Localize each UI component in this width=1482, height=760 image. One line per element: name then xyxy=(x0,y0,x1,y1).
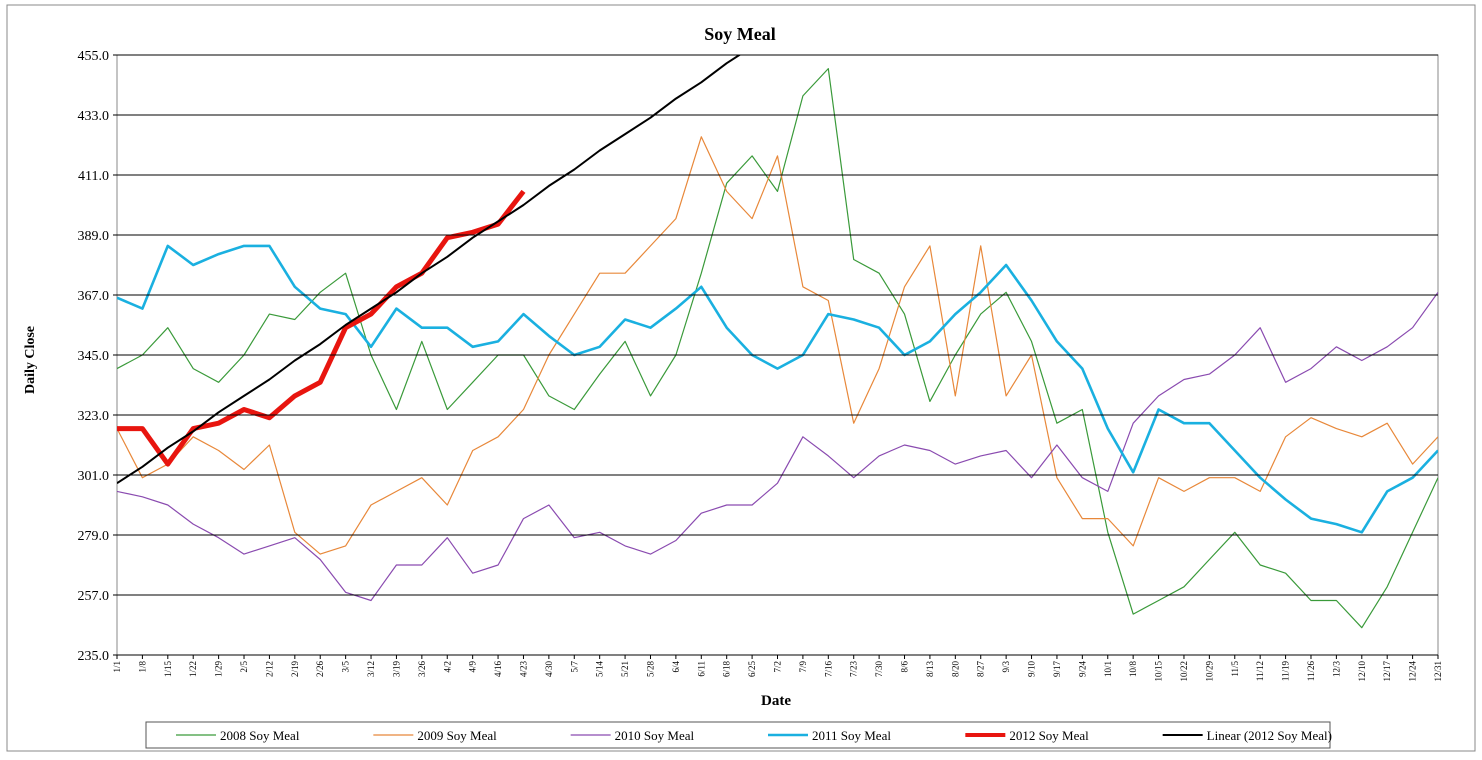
x-tick-label: 6/11 xyxy=(696,661,706,677)
x-tick-label: 10/8 xyxy=(1128,661,1138,678)
x-tick-label: 10/1 xyxy=(1103,661,1113,677)
x-tick-label: 1/8 xyxy=(137,661,147,673)
x-tick-label: 3/19 xyxy=(391,661,401,678)
x-tick-label: 8/6 xyxy=(900,661,910,673)
x-tick-label: 9/3 xyxy=(1001,661,1011,673)
x-tick-label: 5/21 xyxy=(620,661,630,677)
x-tick-label: 9/17 xyxy=(1052,661,1062,678)
series-line xyxy=(117,55,742,485)
chart-frame xyxy=(6,4,1476,752)
x-tick-label: 2/5 xyxy=(239,661,249,673)
x-tick-label: 4/30 xyxy=(544,661,554,678)
legend-label: 2011 Soy Meal xyxy=(812,728,891,743)
x-tick-label: 11/26 xyxy=(1306,661,1316,682)
y-tick-label: 323.0 xyxy=(78,409,110,424)
x-tick-label: 6/4 xyxy=(671,661,681,673)
x-tick-label: 4/9 xyxy=(468,661,478,673)
series-layer xyxy=(117,55,1438,629)
x-tick-label: 3/5 xyxy=(341,661,351,673)
series-line xyxy=(117,189,526,467)
x-tick-label: 8/20 xyxy=(950,661,960,678)
x-tick-label: 7/30 xyxy=(874,661,884,678)
y-tick-label: 455.0 xyxy=(78,49,110,64)
y-tick-label: 389.0 xyxy=(78,229,110,244)
x-tick-label: 6/18 xyxy=(722,661,732,678)
x-tick-label: 1/22 xyxy=(188,661,198,677)
x-tick-label: 1/15 xyxy=(163,661,173,678)
x-tick-label: 7/2 xyxy=(773,661,783,673)
x-tick-label: 9/10 xyxy=(1027,661,1037,678)
x-tick-label: 3/26 xyxy=(417,661,427,678)
x-tick-label: 7/23 xyxy=(849,661,859,678)
y-tick-label: 411.0 xyxy=(78,169,109,184)
series-line xyxy=(117,291,1438,602)
x-tick-label: 12/10 xyxy=(1357,661,1367,682)
x-tick-label: 11/5 xyxy=(1230,661,1240,677)
x-tick-label: 12/17 xyxy=(1382,661,1392,682)
x-tick-label: 9/24 xyxy=(1077,661,1087,678)
series-line xyxy=(117,244,1438,534)
y-tick-label: 257.0 xyxy=(78,589,110,604)
x-tick-label: 2/19 xyxy=(290,661,300,678)
series-line xyxy=(117,136,1438,555)
x-tick-label: 7/9 xyxy=(798,661,808,673)
legend-label: Linear (2012 Soy Meal) xyxy=(1207,728,1332,743)
legend-label: 2009 Soy Meal xyxy=(417,728,497,743)
legend-label: 2008 Soy Meal xyxy=(220,728,300,743)
x-tick-label: 1/1 xyxy=(112,661,122,673)
x-tick-label: 5/28 xyxy=(645,661,655,678)
y-axis-label: Daily Close xyxy=(23,326,38,394)
x-tick-label: 2/12 xyxy=(264,661,274,677)
legend-label: 2012 Soy Meal xyxy=(1009,728,1089,743)
series-line xyxy=(117,68,1438,629)
x-axis-label: Date xyxy=(761,693,791,709)
y-tick-label: 279.0 xyxy=(78,529,110,544)
y-tick-label: 433.0 xyxy=(78,109,110,124)
y-tick-label: 301.0 xyxy=(78,469,110,484)
x-tick-label: 4/23 xyxy=(518,661,528,678)
legend xyxy=(145,721,1331,749)
x-tick-label: 4/2 xyxy=(442,661,452,673)
y-tick-label: 345.0 xyxy=(78,349,110,364)
x-tick-label: 5/14 xyxy=(595,661,605,678)
x-tick-label: 12/31 xyxy=(1433,661,1443,682)
x-tick-label: 11/19 xyxy=(1281,661,1291,682)
x-tick-label: 10/29 xyxy=(1204,661,1214,682)
x-tick-label: 12/3 xyxy=(1331,661,1341,678)
x-tick-label: 8/13 xyxy=(925,661,935,678)
legend-label: 2010 Soy Meal xyxy=(615,728,695,743)
chart-title: Soy Meal xyxy=(704,24,776,44)
y-tick-label: 235.0 xyxy=(78,649,110,664)
x-tick-label: 2/26 xyxy=(315,661,325,678)
x-tick-label: 8/27 xyxy=(976,661,986,678)
y-tick-label: 367.0 xyxy=(78,289,110,304)
x-tick-label: 6/25 xyxy=(747,661,757,678)
x-tick-label: 10/15 xyxy=(1154,661,1164,682)
x-tick-label: 3/12 xyxy=(366,661,376,677)
x-tick-label: 5/7 xyxy=(569,661,579,673)
x-tick-label: 11/12 xyxy=(1255,661,1265,681)
x-tick-label: 7/16 xyxy=(823,661,833,678)
x-tick-label: 12/24 xyxy=(1408,661,1418,682)
x-tick-label: 10/22 xyxy=(1179,661,1189,682)
x-tick-label: 1/29 xyxy=(214,661,224,678)
x-tick-label: 4/16 xyxy=(493,661,503,678)
